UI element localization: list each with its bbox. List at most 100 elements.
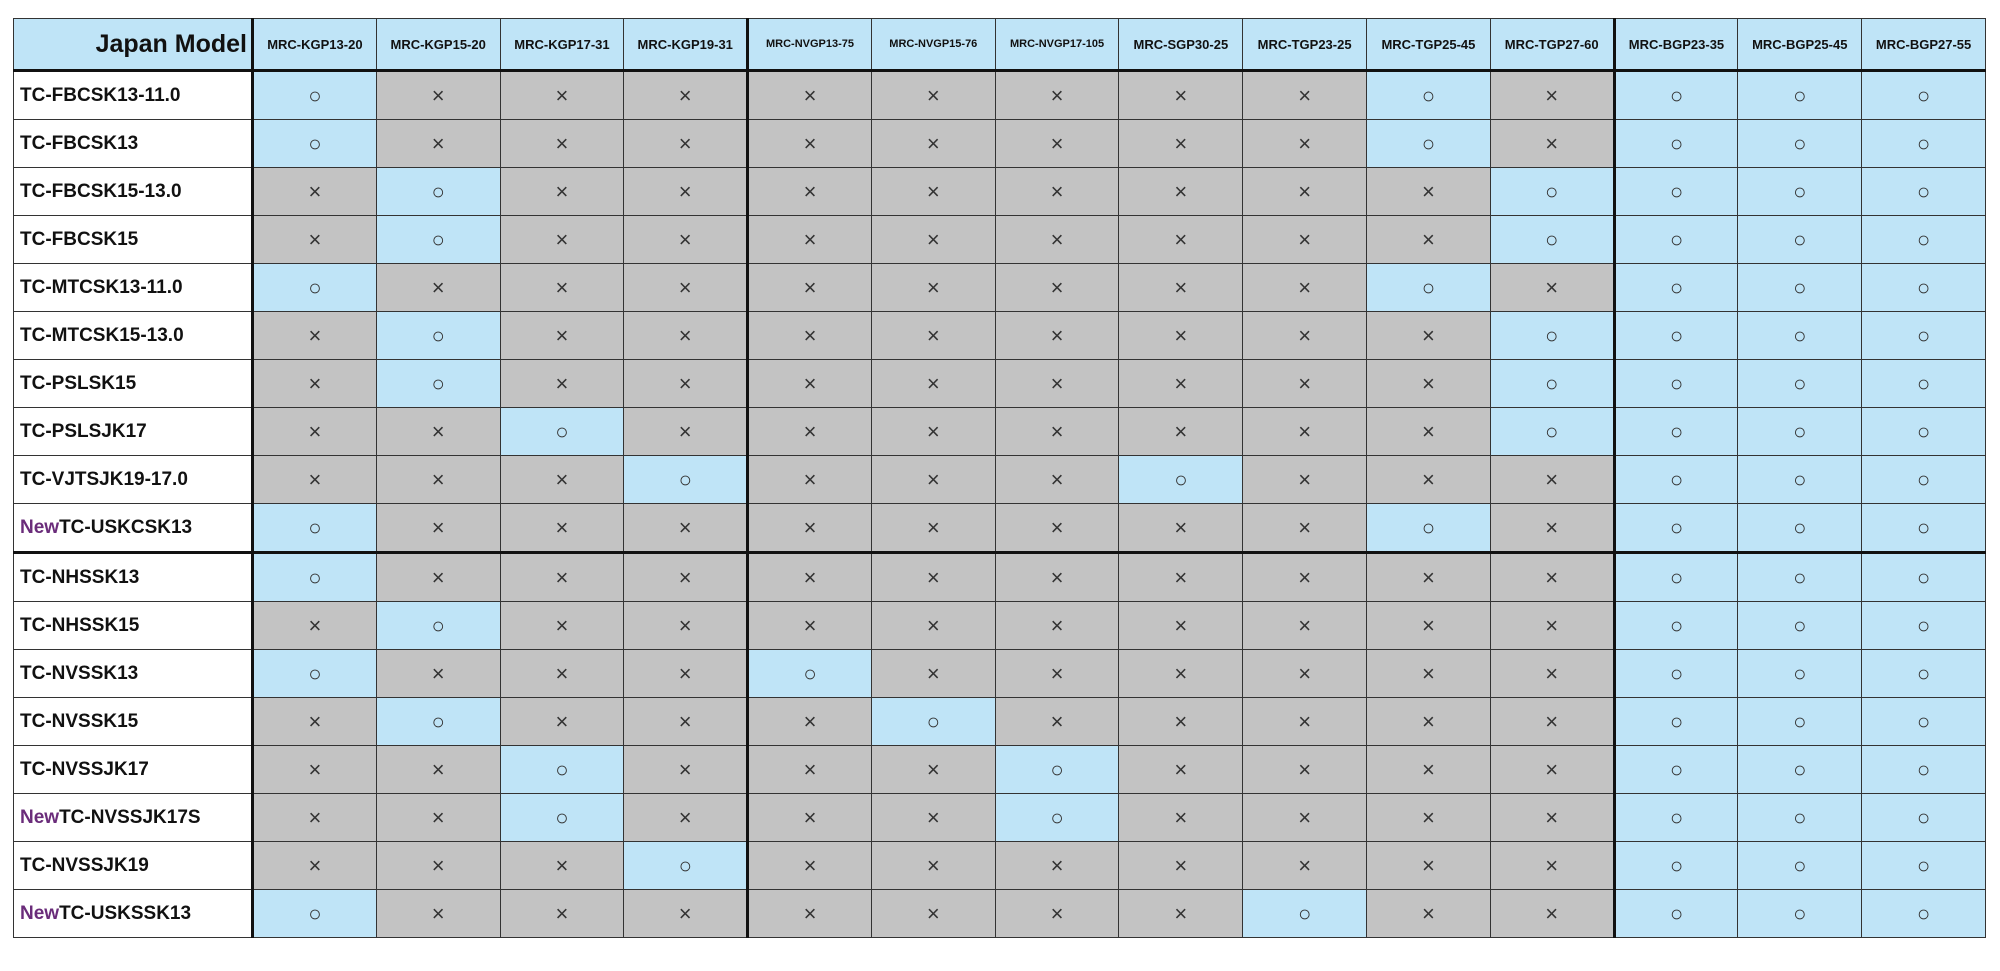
compat-cell: × — [1118, 601, 1244, 650]
compat-cell: × — [1242, 311, 1368, 360]
row-label: TC-MTCSK13-11.0 — [13, 263, 253, 312]
table-row: TC-NVSSK15 × ○ × × × ○ × × × × × ○ ○ ○ — [13, 697, 1986, 746]
row-label: NewTC-USKSSK13 — [13, 889, 253, 938]
table-row: TC-VJTSJK19-17.0 × × × ○ × × × ○ × × × ○ ○ ○ — [13, 455, 1986, 504]
row-label: TC-FBCSK13 — [13, 119, 253, 168]
compat-cell: ○ — [1489, 215, 1615, 264]
compat-cell: × — [746, 263, 872, 312]
compat-cell: ○ — [1366, 70, 1491, 120]
compat-cell: ○ — [1489, 359, 1615, 408]
compat-cell: × — [1242, 359, 1368, 408]
compat-cell: × — [1118, 841, 1244, 890]
compat-cell: × — [870, 601, 996, 650]
compat-cell: × — [1242, 503, 1368, 553]
table-row: TC-PSLSJK17 × × ○ × × × × × × × ○ ○ ○ ○ — [13, 407, 1986, 456]
column-header: MRC-TGP25-45 — [1366, 18, 1491, 72]
compat-cell: × — [499, 263, 625, 312]
compat-cell: × — [1366, 215, 1491, 264]
compat-table: Japan Model MRC-KGP13-20 MRC-KGP15-20 MRC-K… — [13, 18, 1986, 938]
compat-cell: × — [623, 167, 749, 216]
compat-cell: ○ — [1737, 745, 1863, 794]
compat-cell: × — [994, 407, 1120, 456]
column-header: MRC-BGP23-35 — [1612, 18, 1739, 72]
compat-cell: ○ — [1242, 889, 1368, 938]
compat-cell: × — [251, 601, 377, 650]
compat-cell: × — [623, 601, 749, 650]
compat-cell: ○ — [1737, 359, 1863, 408]
compat-cell: × — [499, 70, 625, 120]
table-row: NewTC-USKCSK13 ○ × × × × × × × × ○ × ○ ○ ○ — [13, 503, 1986, 553]
compat-cell: ○ — [1737, 119, 1863, 168]
row-label: TC-NHSSK13 — [13, 551, 253, 602]
compat-cell: ○ — [1489, 407, 1615, 456]
compat-cell: × — [994, 841, 1120, 890]
corner-header: Japan Model — [13, 18, 253, 72]
model-name: TC-NVSSK13 — [20, 662, 139, 684]
compat-cell: × — [870, 263, 996, 312]
column-header: MRC-BGP27-55 — [1861, 18, 1986, 72]
compat-cell: × — [375, 119, 501, 168]
compat-cell: ○ — [870, 697, 996, 746]
compat-cell: ○ — [994, 793, 1120, 842]
compat-cell: × — [623, 407, 749, 456]
compat-cell: × — [1118, 745, 1244, 794]
compat-cell: × — [1242, 649, 1368, 698]
compat-cell: ○ — [1612, 455, 1739, 504]
compat-cell: × — [994, 263, 1120, 312]
compat-cell: × — [1118, 119, 1244, 168]
compat-cell: ○ — [623, 841, 749, 890]
compat-cell: ○ — [1737, 841, 1863, 890]
compat-cell: × — [251, 455, 377, 504]
compat-cell: × — [1489, 745, 1615, 794]
compat-cell: × — [1366, 601, 1491, 650]
compat-cell: × — [1118, 311, 1244, 360]
compat-cell: × — [375, 407, 501, 456]
compat-cell: × — [1366, 167, 1491, 216]
compat-cell: × — [499, 311, 625, 360]
compat-cell: × — [746, 889, 872, 938]
model-name: TC-FBCSK15 — [20, 228, 139, 250]
table-row: TC-NVSSK13 ○ × × × ○ × × × × × × ○ ○ ○ — [13, 649, 1986, 698]
compat-cell: × — [994, 311, 1120, 360]
compat-cell: × — [623, 889, 749, 938]
compat-cell: ○ — [499, 745, 625, 794]
compat-cell: × — [1118, 215, 1244, 264]
model-name: TC-FBCSK13 — [20, 132, 139, 154]
table-row: TC-NVSSJK19 × × × ○ × × × × × × × ○ ○ ○ — [13, 841, 1986, 890]
compat-cell: ○ — [251, 649, 377, 698]
compat-cell: × — [870, 841, 996, 890]
compat-cell: × — [375, 551, 501, 602]
compat-cell: × — [1366, 311, 1491, 360]
compat-cell: ○ — [251, 551, 377, 602]
compat-cell: × — [870, 167, 996, 216]
compat-cell: × — [375, 745, 501, 794]
compat-cell: × — [746, 119, 872, 168]
compat-cell: ○ — [1861, 793, 1986, 842]
compat-cell: × — [375, 263, 501, 312]
compat-cell: × — [375, 503, 501, 553]
compat-cell: × — [870, 359, 996, 408]
compat-cell: ○ — [1737, 551, 1863, 602]
compat-cell: ○ — [1737, 793, 1863, 842]
compat-cell: × — [251, 745, 377, 794]
table-row: TC-MTCSK15-13.0 × ○ × × × × × × × × ○ ○ ○ ○ — [13, 311, 1986, 360]
compat-cell: × — [623, 697, 749, 746]
compat-cell: × — [1366, 359, 1491, 408]
model-name: TC-PSLSK15 — [20, 372, 137, 394]
compat-cell: ○ — [251, 503, 377, 553]
column-header: MRC-NVGP13-75 — [746, 18, 872, 72]
compat-cell: ○ — [1737, 649, 1863, 698]
compat-cell: ○ — [375, 697, 501, 746]
compat-cell: ○ — [1861, 311, 1986, 360]
compat-cell: × — [746, 601, 872, 650]
compat-cell: ○ — [1861, 551, 1986, 602]
compat-cell: × — [870, 119, 996, 168]
compat-cell: ○ — [1861, 119, 1986, 168]
compat-cell: × — [1118, 167, 1244, 216]
row-label: TC-VJTSJK19-17.0 — [13, 455, 253, 504]
model-name: TC-NVSSJK19 — [20, 854, 149, 876]
new-tag: New — [20, 806, 60, 828]
compat-cell: ○ — [1737, 167, 1863, 216]
compat-cell: × — [499, 359, 625, 408]
compat-cell: × — [1242, 215, 1368, 264]
